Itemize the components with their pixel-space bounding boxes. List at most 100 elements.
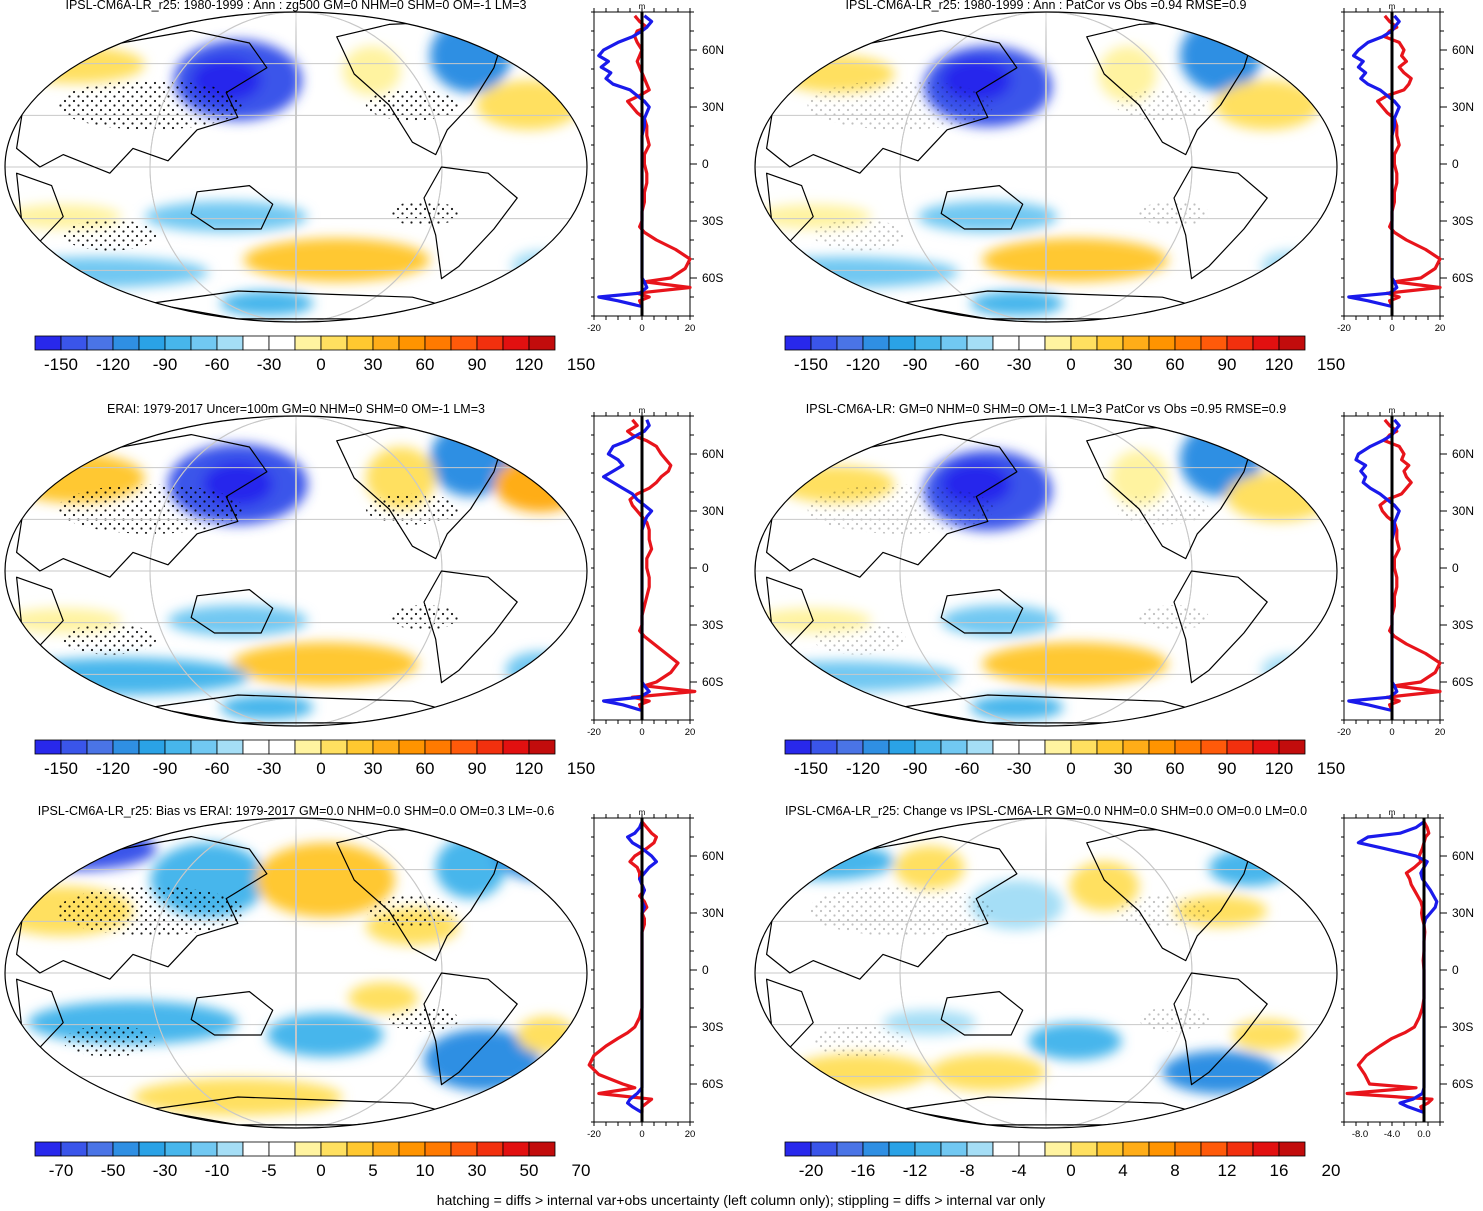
profile-x-label: 0.0 <box>1417 1129 1430 1140</box>
graticule-lon <box>295 818 297 1128</box>
colorbar-swatch <box>86 739 114 755</box>
colorbar-swatch <box>1174 1141 1202 1157</box>
colorbar-swatch <box>810 335 838 351</box>
zonal-profile: m 60N 30N 0 30S 60S -8.0 -4.0 0.0 <box>1341 808 1474 1140</box>
contour-blob <box>243 238 430 282</box>
profile-x-label: 20 <box>685 323 696 334</box>
profile-lat-label: 0 <box>1452 561 1459 575</box>
colorbar-tick-label: 90 <box>468 355 487 374</box>
colorbar-tick-label: 0 <box>1066 759 1075 778</box>
colorbar-swatch <box>1044 739 1072 755</box>
colorbar-swatch <box>888 1141 916 1157</box>
coastline <box>1266 427 1309 460</box>
colorbar-swatch <box>888 335 916 351</box>
stippling <box>1115 493 1209 525</box>
profile-x-label: 20 <box>685 727 696 738</box>
colorbar-swatch <box>502 1141 530 1157</box>
colorbar-swatch <box>398 739 426 755</box>
panel-6: IPSL-CM6A-LR_r25: Change vs IPSL-CM6A-LR… <box>754 804 1474 1180</box>
colorbar-swatch <box>784 1141 812 1157</box>
colorbar-swatch <box>940 739 968 755</box>
colorbar-swatch <box>60 1141 88 1157</box>
colorbar-tick-label: 4 <box>1118 1161 1127 1180</box>
colorbar-swatch <box>164 739 192 755</box>
contour-blob <box>981 238 1169 282</box>
colorbar-tick-label: -150 <box>794 759 828 778</box>
panel-title: IPSL-CM6A-LR_r25: 1980-1999 : Ann : PatC… <box>846 0 1247 12</box>
colorbar-swatch <box>112 739 140 755</box>
colorbar-swatch <box>1096 335 1124 351</box>
colorbar-swatch <box>1200 739 1228 755</box>
contour-blob <box>917 201 1058 233</box>
colorbar-tick-label: 8 <box>1170 1161 1179 1180</box>
stippling <box>389 201 459 226</box>
colorbar-swatch <box>476 1141 504 1157</box>
colorbar-swatch <box>112 1141 140 1157</box>
colorbar-swatch <box>966 739 994 755</box>
profile-x-label: 0 <box>1389 323 1394 334</box>
contour-blob <box>476 80 582 130</box>
colorbar-swatch <box>346 739 374 755</box>
colorbar-tick-label: -50 <box>101 1161 126 1180</box>
colorbar-swatch <box>836 335 864 351</box>
colorbar-tick-label: -30 <box>153 1161 178 1180</box>
colorbar-swatch <box>242 335 270 351</box>
colorbar-tick-label: -60 <box>955 355 980 374</box>
profile-unit-label: m <box>1389 808 1396 817</box>
colorbar-swatch <box>60 739 88 755</box>
colorbar-swatch <box>1226 1141 1254 1157</box>
colorbar-tick-label: -150 <box>44 355 78 374</box>
profile-unit-label: m <box>639 808 646 817</box>
colorbar-swatch <box>372 1141 400 1157</box>
colorbar-swatch <box>836 1141 864 1157</box>
colorbar-swatch <box>450 335 478 351</box>
colorbar-tick-label: -30 <box>1007 759 1032 778</box>
panel-3: ERAI: 1979-2017 Uncer=100m GM=0 NHM=0 SH… <box>4 402 724 778</box>
map-border <box>4 415 588 727</box>
stippling <box>63 219 157 251</box>
colorbar-tick-label: 150 <box>1317 759 1345 778</box>
colorbar-swatch <box>86 335 114 351</box>
contour-blob <box>1214 80 1320 130</box>
profile-series-red <box>1376 14 1442 308</box>
map-field <box>755 12 1337 322</box>
colorbar-swatch <box>1200 335 1228 351</box>
contour-blob <box>970 880 1064 930</box>
colorbar: -150 -120 -90 -60 -30 0 30 60 90 120 150 <box>34 739 595 778</box>
colorbar-swatch <box>216 1141 244 1157</box>
colorbar-swatch <box>424 1141 452 1157</box>
graticule-lon <box>295 416 297 726</box>
profile-lat-label: 30N <box>1452 100 1474 114</box>
stippling <box>1115 89 1209 121</box>
colorbar-swatch <box>966 335 994 351</box>
colorbar-tick-label: 150 <box>567 355 595 374</box>
contour-blob <box>266 1013 384 1057</box>
colorbar-tick-label: 0 <box>1066 1161 1075 1180</box>
profile-lat-label: 60N <box>702 447 724 461</box>
panel-1: IPSL-CM6A-LR_r25: 1980-1999 : Ann : zg50… <box>4 0 724 374</box>
colorbar-swatch <box>836 739 864 755</box>
colorbar-tick-label: -150 <box>794 355 828 374</box>
contour-blob <box>755 256 959 288</box>
map-border <box>754 11 1338 323</box>
colorbar-tick-label: 120 <box>515 759 543 778</box>
colorbar-swatch <box>1174 739 1202 755</box>
colorbar-tick-label: -60 <box>955 759 980 778</box>
coastline <box>940 185 1024 230</box>
coastline <box>940 990 1024 1036</box>
contour-blob <box>1232 1019 1303 1051</box>
colorbar-tick-label: 12 <box>1218 1161 1237 1180</box>
graticule-lon <box>1045 818 1047 1128</box>
panel-2: IPSL-CM6A-LR_r25: 1980-1999 : Ann : PatC… <box>754 0 1474 374</box>
colorbar-swatch <box>138 1141 166 1157</box>
zonal-profile: m 60N 30N 0 30S 60S -20 0 20 <box>587 406 724 738</box>
colorbar-swatch <box>1278 1141 1306 1157</box>
map-border <box>754 817 1338 1129</box>
colorbar-swatch <box>940 335 968 351</box>
contour-blob <box>220 695 314 720</box>
colorbar-swatch <box>862 1141 890 1157</box>
colorbar-swatch <box>1226 739 1254 755</box>
colorbar-swatch <box>1096 1141 1124 1157</box>
colorbar-swatch <box>1044 1141 1072 1157</box>
stippling <box>365 895 459 927</box>
